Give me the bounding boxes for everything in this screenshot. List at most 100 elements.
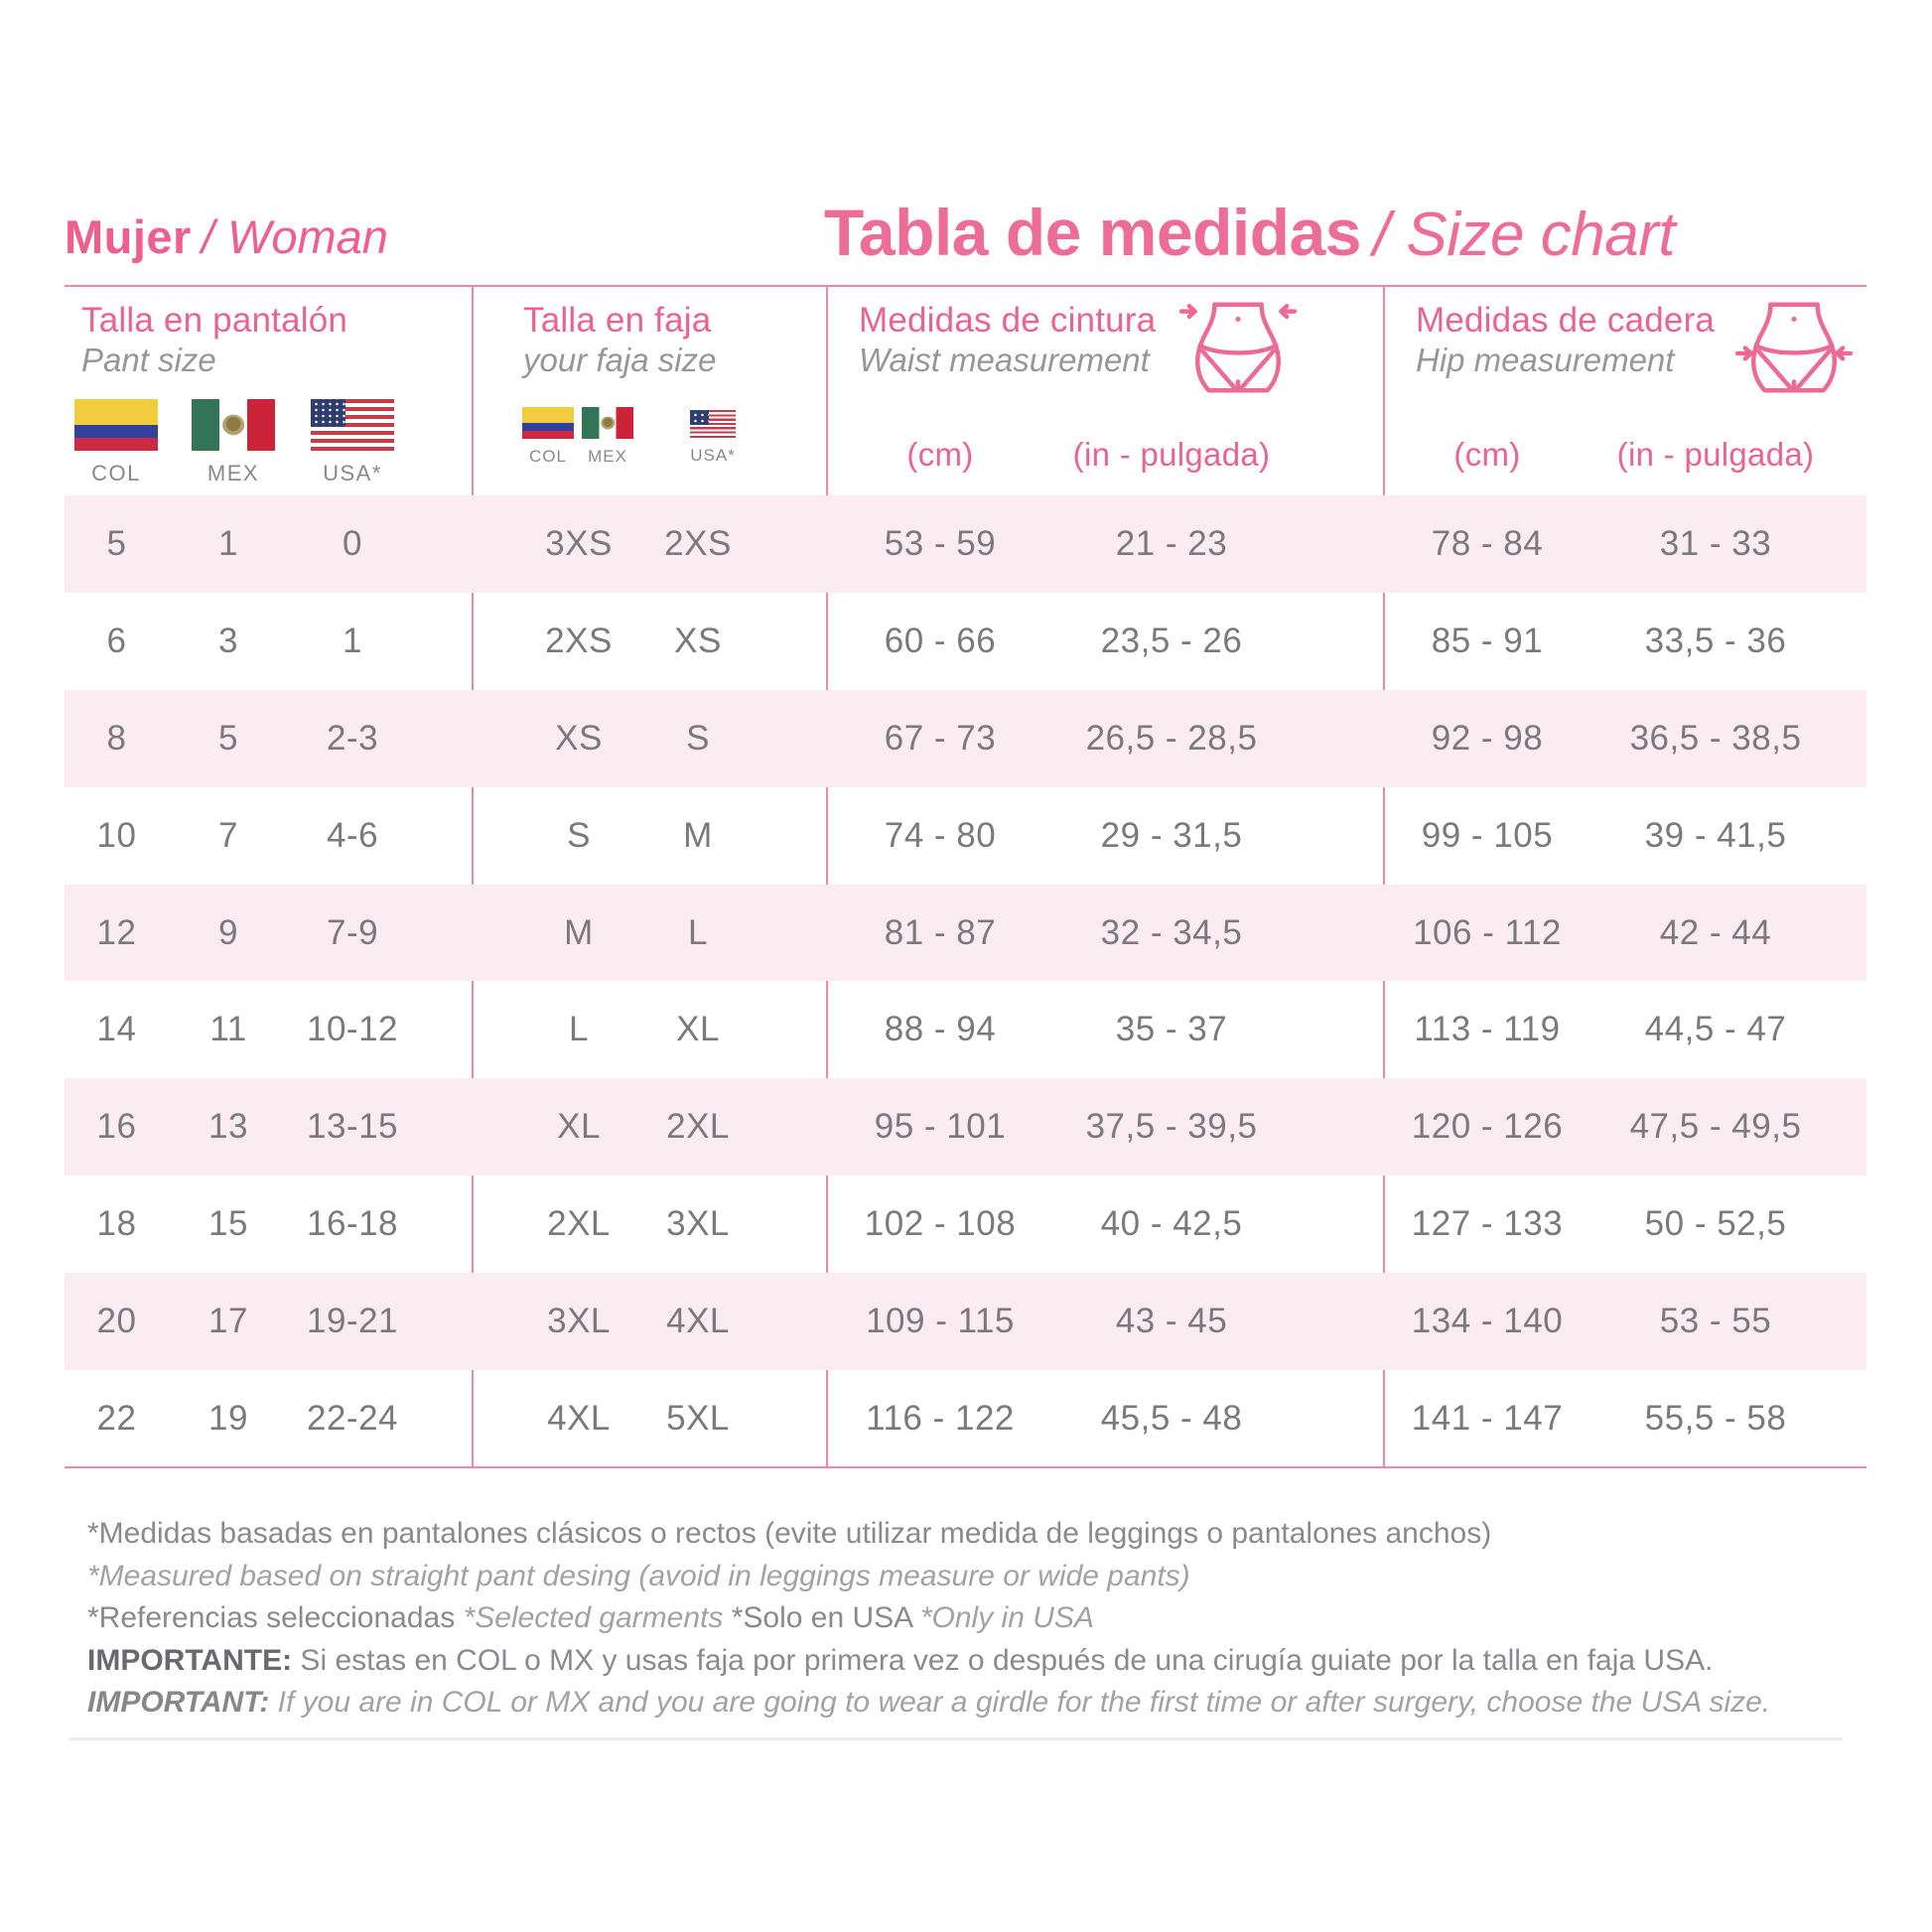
size-cell: 2XL bbox=[547, 1204, 611, 1244]
size-cell: 22 bbox=[96, 1398, 137, 1438]
size-cell: 39 - 41,5 bbox=[1644, 815, 1787, 855]
size-cell: 16-18 bbox=[306, 1204, 399, 1244]
size-cell: 37,5 - 39,5 bbox=[1085, 1107, 1258, 1147]
size-cell: 40 - 42,5 bbox=[1100, 1204, 1243, 1244]
pant-size-subtitle: Pant size bbox=[81, 342, 216, 378]
important-label-en: IMPORTANT: bbox=[87, 1686, 270, 1719]
size-cell: 6 bbox=[106, 621, 127, 660]
flag-label-mex: MEX bbox=[588, 447, 627, 466]
footnote-measure-en: *Measured based on straight pant desing … bbox=[87, 1559, 1190, 1592]
mexico-flag-icon bbox=[192, 399, 275, 451]
size-cell: 21 - 23 bbox=[1115, 523, 1228, 563]
footnote-usa-only-es: *Solo en USA bbox=[731, 1601, 920, 1634]
size-cell: 85 - 91 bbox=[1431, 621, 1544, 660]
waist-measurement-icon bbox=[1178, 298, 1298, 397]
size-cell: 12 bbox=[96, 912, 137, 952]
size-cell: XL bbox=[557, 1107, 601, 1147]
size-cell: 5 bbox=[106, 523, 127, 563]
waist-title: Medidas de cintura bbox=[859, 301, 1157, 340]
column-divider bbox=[472, 285, 474, 1467]
size-cell: 109 - 115 bbox=[866, 1302, 1015, 1341]
page-title-es: Tabla de medidas bbox=[824, 196, 1361, 269]
size-cell: 4XL bbox=[666, 1302, 730, 1341]
table-row: 20 17 19-21 3XL 4XL 109 - 115 43 - 45 134 - 140… bbox=[65, 1273, 1866, 1371]
size-cell: 3XS bbox=[545, 523, 613, 563]
size-cell: 19-21 bbox=[306, 1302, 399, 1341]
size-cell: 19 bbox=[208, 1398, 248, 1438]
usa-flag-icon bbox=[690, 410, 736, 438]
size-cell: XS bbox=[555, 718, 603, 758]
flag-label-col: COL bbox=[529, 447, 567, 466]
size-cell: 26,5 - 28,5 bbox=[1085, 718, 1258, 758]
size-cell: 127 - 133 bbox=[1411, 1204, 1564, 1244]
units-row: (cm) (in - pulgada) (cm) (in - pulgada) bbox=[65, 429, 1866, 481]
flag-label-col: COL bbox=[91, 461, 141, 485]
size-cell: S bbox=[686, 718, 710, 758]
footer-divider bbox=[69, 1737, 1843, 1740]
footnote-important-en: IMPORTANT: If you are in COL or MX and y… bbox=[87, 1682, 1864, 1725]
size-cell: 2XL bbox=[666, 1107, 730, 1147]
size-cell: 74 - 80 bbox=[884, 815, 997, 855]
size-cell: 47,5 - 49,5 bbox=[1629, 1107, 1802, 1147]
size-cell: 81 - 87 bbox=[884, 912, 997, 952]
size-cell: 43 - 45 bbox=[1115, 1302, 1228, 1341]
size-cell: 42 - 44 bbox=[1659, 912, 1772, 952]
size-cell: 2XS bbox=[545, 621, 613, 660]
table-row: 18 15 16-18 2XL 3XL 102 - 108 40 - 42,5 127 - 1… bbox=[65, 1175, 1866, 1273]
size-cell: 17 bbox=[208, 1302, 248, 1341]
size-cell: 7 bbox=[218, 815, 238, 855]
size-cell: 106 - 112 bbox=[1413, 912, 1562, 952]
footnote-references-en: *Selected garments bbox=[463, 1601, 732, 1634]
gender-title-en: / Woman bbox=[201, 210, 388, 263]
waist-inch-unit: (in - pulgada) bbox=[1072, 436, 1271, 473]
size-cell: 20 bbox=[96, 1302, 137, 1341]
size-cell: 5 bbox=[218, 718, 238, 758]
hip-measurement-icon bbox=[1734, 298, 1854, 397]
hip-inch-unit: (in - pulgada) bbox=[1616, 436, 1815, 473]
size-cell: M bbox=[564, 912, 594, 952]
table-top-rule bbox=[65, 285, 1866, 287]
table-row: 8 5 2-3 XS S 67 - 73 26,5 - 28,5 92 - 98 36,5 - … bbox=[65, 689, 1866, 787]
size-cell: 3 bbox=[218, 621, 238, 660]
size-cell: 23,5 - 26 bbox=[1100, 621, 1243, 660]
page-title-en: / Size chart bbox=[1372, 201, 1676, 269]
size-cell: 2-3 bbox=[326, 718, 379, 758]
footnote-references: *Referencias seleccionadas *Selected gar… bbox=[87, 1597, 1864, 1640]
size-cell: 60 - 66 bbox=[884, 621, 997, 660]
size-cell: 92 - 98 bbox=[1431, 718, 1544, 758]
size-cell: 1 bbox=[343, 621, 362, 660]
size-cell: 10 bbox=[96, 815, 137, 855]
size-cell: 102 - 108 bbox=[864, 1204, 1017, 1244]
table-bottom-rule bbox=[65, 1466, 1866, 1468]
colombia-flag-icon bbox=[522, 407, 574, 439]
page-title: Tabla de medidas / Size chart bbox=[824, 195, 1676, 270]
size-cell: 33,5 - 36 bbox=[1644, 621, 1787, 660]
size-cell: XS bbox=[674, 621, 722, 660]
size-cell: 7-9 bbox=[326, 912, 379, 952]
column-divider bbox=[826, 285, 828, 1467]
size-cell: L bbox=[569, 1010, 589, 1049]
size-cell: 50 - 52,5 bbox=[1644, 1204, 1787, 1244]
table-row: 12 9 7-9 M L 81 - 87 32 - 34,5 106 - 112 42 - 44 bbox=[65, 884, 1866, 982]
size-cell: L bbox=[688, 912, 708, 952]
mexico-flag-icon bbox=[582, 407, 633, 439]
size-cell: 4-6 bbox=[326, 815, 379, 855]
column-divider bbox=[1383, 285, 1385, 1467]
size-cell: 45,5 - 48 bbox=[1100, 1398, 1243, 1438]
size-cell: 35 - 37 bbox=[1115, 1010, 1228, 1049]
flag-label-usa: USA* bbox=[690, 446, 736, 465]
table-row: 6 3 1 2XS XS 60 - 66 23,5 - 26 85 - 91 33,5 - 36 bbox=[65, 593, 1866, 690]
footnote-important-es: IMPORTANTE: Si estas en COL o MX y usas … bbox=[87, 1640, 1864, 1683]
hip-cm-unit: (cm) bbox=[1453, 436, 1521, 473]
flag-mexico: MEX bbox=[192, 399, 275, 486]
usa-flag-icon bbox=[311, 399, 394, 451]
important-label-es: IMPORTANTE: bbox=[87, 1643, 293, 1677]
footnote-references-es: *Referencias seleccionadas bbox=[87, 1601, 464, 1634]
size-cell: 5XL bbox=[666, 1398, 730, 1438]
gender-title: Mujer / Woman bbox=[65, 209, 388, 264]
size-cell: 78 - 84 bbox=[1431, 523, 1544, 563]
size-cell: 8 bbox=[106, 718, 127, 758]
colombia-flag-icon bbox=[74, 399, 158, 451]
size-cell: 95 - 101 bbox=[874, 1107, 1007, 1147]
